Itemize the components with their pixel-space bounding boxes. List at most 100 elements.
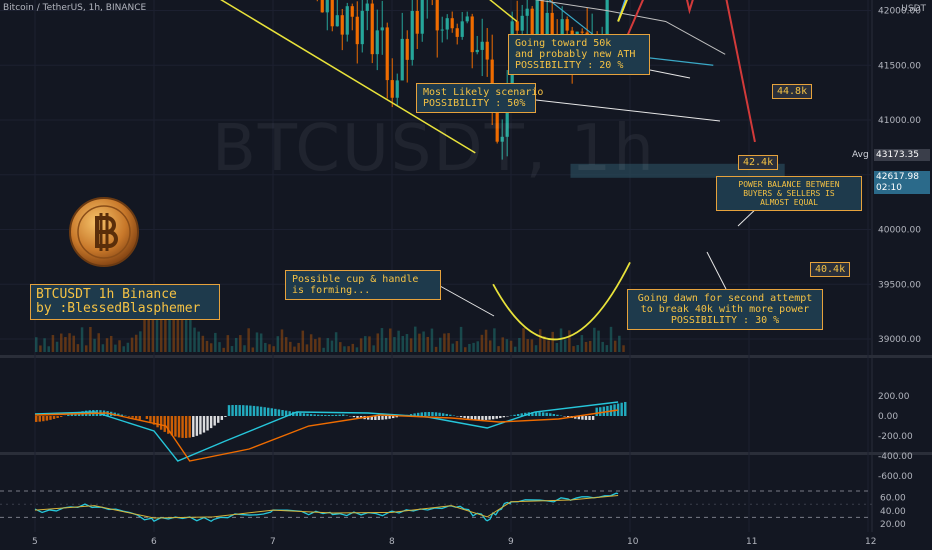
macd-bar: [324, 414, 327, 416]
macd-tick-label: -400.00: [878, 452, 913, 462]
avg-price-box: 43173.35: [874, 149, 930, 161]
likely-line-2: POSSIBILITY : 50%: [423, 98, 526, 109]
candle-body: [325, 0, 329, 13]
volume-bar: [605, 345, 609, 352]
signal-line: [34, 409, 619, 462]
volume-bar: [322, 347, 325, 352]
macd-line: [34, 401, 619, 462]
macd-bar: [434, 412, 438, 416]
chart-title: Bitcoin / TetherUS, 1h, BINANCE: [3, 3, 147, 13]
price-tick-label: 41500.00: [878, 61, 921, 71]
candle-body: [400, 38, 404, 81]
volume-bar: [389, 328, 392, 352]
power-balance-box: POWER BALANCE BETWEEN BUYERS & SELLERS I…: [716, 176, 862, 211]
volume-bar: [613, 340, 617, 352]
volume-bar: [280, 329, 284, 352]
rsi-line: [34, 492, 619, 523]
macd-bar: [302, 413, 306, 416]
time-tick-label: 12: [865, 537, 876, 547]
volume-bar: [55, 341, 59, 352]
volume-bar: [418, 333, 421, 352]
macd-bar: [202, 416, 206, 433]
volume-bar: [476, 341, 479, 352]
macd-bar: [595, 407, 598, 416]
macd-bar: [184, 416, 188, 438]
volume-bar: [513, 346, 517, 352]
volume-bar: [580, 335, 584, 352]
volume-bar: [47, 346, 50, 352]
ath-line-2: and probably new ATH: [515, 49, 636, 60]
down-line-3: POSSIBILITY : 30 %: [670, 315, 780, 326]
volume-bar: [330, 340, 334, 352]
likely-line-1: Most Likely scenario: [423, 87, 544, 98]
down-line-1: Going dawn for second attempt: [637, 293, 813, 304]
macd-bar: [134, 416, 138, 419]
macd-bar: [270, 408, 274, 416]
macd-bar: [327, 414, 331, 416]
volume-bar: [159, 296, 163, 352]
macd-bar: [413, 413, 416, 416]
candle-body: [535, 0, 539, 42]
volume-bar: [384, 337, 388, 352]
volume-bar: [193, 327, 196, 352]
macd-bar: [431, 412, 434, 416]
candle-body: [330, 0, 334, 27]
macd-bar: [352, 416, 356, 418]
macd-bar: [545, 412, 548, 416]
price-tick-label: 39000.00: [878, 335, 921, 345]
cup-line-1: Possible cup & handle: [292, 274, 419, 285]
volume-bar: [472, 342, 475, 352]
macd-bar: [441, 413, 445, 416]
volume-bar: [372, 345, 375, 352]
macd-bar: [177, 416, 181, 438]
leader-likely: [535, 99, 721, 122]
macd-bar: [306, 413, 309, 416]
volume-bar: [230, 346, 234, 352]
candle-body: [435, 0, 439, 31]
volume-bar: [559, 328, 563, 352]
macd-bar: [459, 416, 463, 418]
volume-bar: [130, 337, 134, 352]
level-box-40.4k: [570, 163, 785, 178]
macd-bar: [234, 405, 238, 416]
candle-body: [335, 15, 339, 27]
volume-bar: [105, 338, 109, 352]
branding-line-1: BTCUSDT 1h Binance: [36, 287, 177, 302]
volume-bar: [189, 299, 192, 352]
candle-body: [530, 8, 534, 42]
macd-bar: [520, 413, 523, 416]
macd-bar: [227, 405, 231, 416]
volume-bar: [334, 332, 338, 352]
candle-body: [375, 30, 379, 55]
rsi-pane: [0, 490, 872, 523]
balance-line-3: ALMOST EQUAL: [760, 198, 818, 207]
macd-bar: [449, 414, 452, 416]
macd-bar: [549, 413, 552, 416]
macd-bar: [45, 416, 49, 421]
volume-bar: [339, 342, 342, 352]
macd-bar: [331, 414, 334, 416]
macd-tick-label: -600.00: [878, 472, 913, 482]
macd-bar: [217, 416, 220, 423]
balance-line-2: BUYERS & SELLERS IS: [743, 189, 835, 198]
macd-bar: [491, 416, 495, 420]
candle-body: [395, 80, 399, 98]
candle-body: [500, 136, 504, 142]
macd-bar: [313, 414, 316, 416]
volume-bar: [618, 335, 621, 352]
volume-bar: [214, 332, 217, 352]
candle-body: [505, 91, 509, 137]
volume-bar: [497, 346, 500, 352]
macd-bar: [538, 412, 541, 416]
macd-bar: [195, 416, 199, 436]
volume-bar: [593, 327, 596, 352]
macd-bar: [181, 416, 184, 438]
candle-body: [410, 10, 414, 60]
volume-bar: [122, 346, 125, 352]
volume-bar: [272, 346, 275, 352]
volume-bar: [147, 308, 150, 352]
macd-bar: [484, 416, 488, 420]
avg-label: Avg: [852, 150, 869, 160]
cup-line-2: is forming...: [292, 285, 371, 296]
candle-body: [455, 28, 459, 37]
